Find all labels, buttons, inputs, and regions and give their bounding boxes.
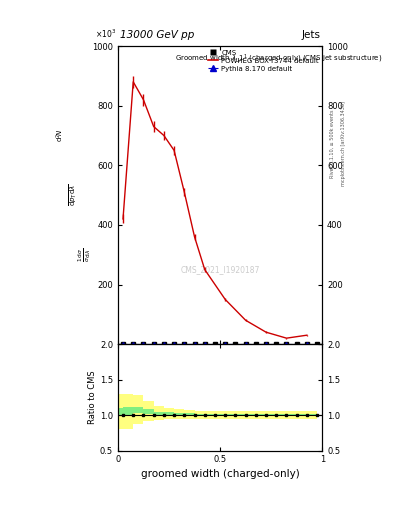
- Bar: [113, 394, 133, 429]
- Bar: [297, 414, 317, 416]
- Bar: [143, 406, 164, 420]
- Bar: [184, 411, 205, 419]
- Bar: [256, 414, 276, 416]
- Text: $\mathrm{d}^2\!N$: $\mathrm{d}^2\!N$: [55, 129, 66, 142]
- Bar: [174, 413, 195, 416]
- Bar: [276, 411, 297, 419]
- X-axis label: groomed width (charged-only): groomed width (charged-only): [141, 468, 299, 479]
- Bar: [215, 411, 235, 419]
- Text: mcplots.cern.ch [arXiv:1306.3436]: mcplots.cern.ch [arXiv:1306.3436]: [342, 101, 346, 186]
- Text: $\overline{\mathrm{d}p_T\mathrm{d}\lambda}$: $\overline{\mathrm{d}p_T\mathrm{d}\lambd…: [67, 184, 79, 206]
- Bar: [143, 412, 164, 414]
- Bar: [154, 408, 174, 419]
- Legend: CMS, POWHEG BOX r3744 default, Pythia 8.170 default: CMS, POWHEG BOX r3744 default, Pythia 8.…: [208, 50, 319, 72]
- Bar: [113, 408, 133, 415]
- Bar: [195, 411, 215, 419]
- Bar: [133, 409, 154, 413]
- Text: Jets: Jets: [301, 30, 320, 40]
- Bar: [123, 395, 143, 423]
- Bar: [256, 411, 276, 419]
- Bar: [297, 411, 317, 419]
- Bar: [164, 413, 184, 416]
- Text: 13000 GeV pp: 13000 GeV pp: [120, 30, 194, 40]
- Bar: [184, 414, 205, 416]
- Text: $\frac{1}{\sigma}\frac{\mathrm{d}\sigma}{\mathrm{d}\lambda}$: $\frac{1}{\sigma}\frac{\mathrm{d}\sigma}…: [77, 247, 94, 262]
- Bar: [276, 414, 297, 416]
- Text: CMS_2021_I1920187: CMS_2021_I1920187: [180, 265, 260, 274]
- Bar: [174, 410, 195, 419]
- Bar: [164, 410, 184, 419]
- Text: Rivet 3.1.10, ≥ 500k events: Rivet 3.1.10, ≥ 500k events: [330, 109, 334, 178]
- Bar: [235, 411, 256, 419]
- Bar: [123, 407, 143, 412]
- Text: Groomed width $\lambda$_1$^1$ (charged only) (CMS jet substructure): Groomed width $\lambda$_1$^1$ (charged o…: [175, 52, 382, 65]
- Bar: [154, 412, 174, 415]
- Text: $\times10^3$: $\times10^3$: [95, 28, 116, 40]
- Bar: [195, 414, 215, 416]
- Bar: [215, 414, 235, 416]
- Bar: [133, 401, 154, 421]
- Bar: [235, 414, 256, 416]
- Y-axis label: Ratio to CMS: Ratio to CMS: [88, 371, 97, 424]
